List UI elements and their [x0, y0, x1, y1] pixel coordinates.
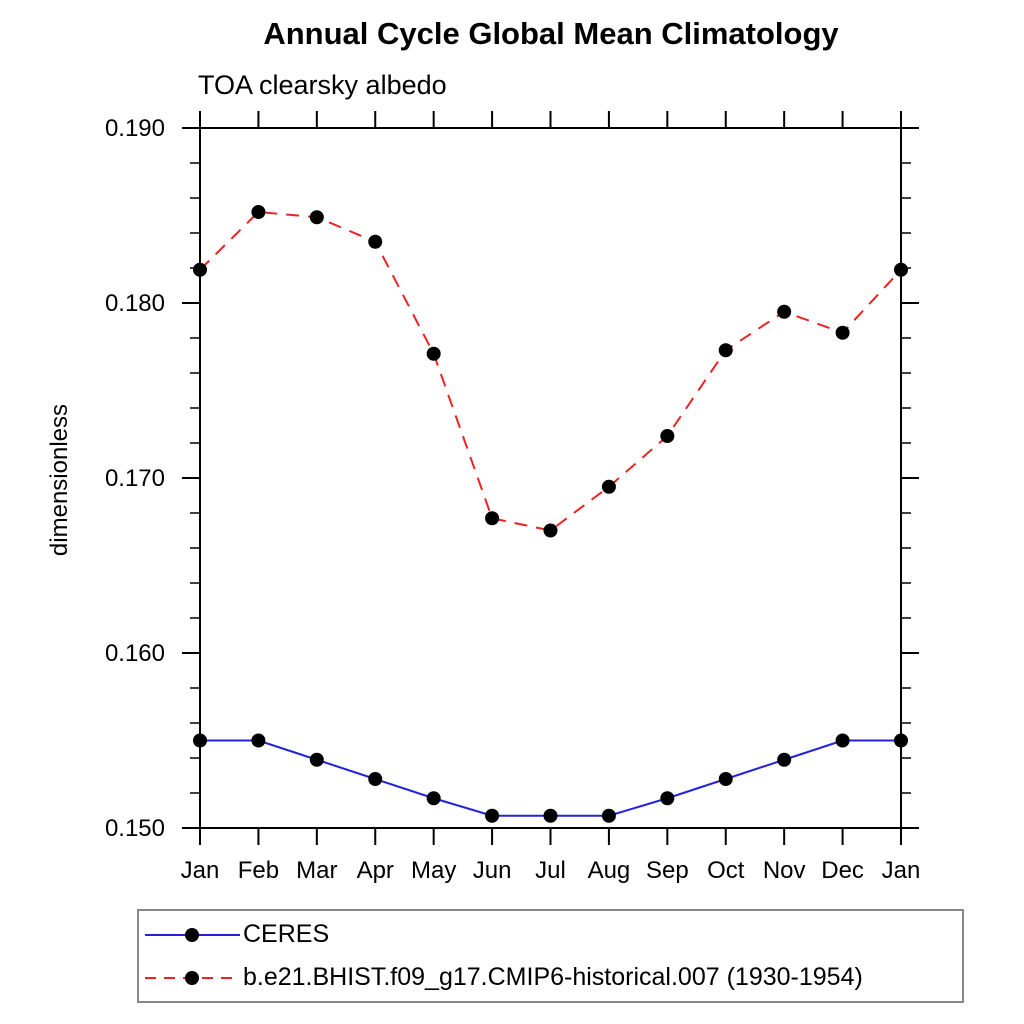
svg-text:Dec: Dec [821, 857, 864, 884]
legend-label-model: b.e21.BHIST.f09_g17.CMIP6-historical.007… [243, 963, 863, 991]
svg-text:Jul: Jul [535, 857, 566, 884]
svg-text:0.150: 0.150 [105, 815, 165, 842]
svg-text:Oct: Oct [707, 857, 745, 884]
legend-line-sample-solid [145, 927, 240, 942]
legend-label-ceres: CERES [243, 920, 330, 948]
svg-text:Apr: Apr [357, 857, 394, 884]
svg-text:Feb: Feb [238, 857, 279, 884]
svg-text:0.190: 0.190 [105, 115, 165, 142]
svg-text:May: May [411, 857, 456, 884]
legend-item-ceres: CERES [139, 916, 962, 954]
svg-text:Jan: Jan [882, 857, 921, 884]
chart-title: Annual Cycle Global Mean Climatology [263, 16, 839, 51]
svg-text:Aug: Aug [588, 857, 631, 884]
svg-text:0.180: 0.180 [105, 290, 165, 317]
svg-text:Jun: Jun [473, 857, 512, 884]
svg-text:Mar: Mar [296, 857, 337, 884]
svg-text:Sep: Sep [646, 857, 689, 884]
svg-text:Jan: Jan [181, 857, 220, 884]
legend-line-sample-dashed [145, 970, 240, 985]
svg-text:Nov: Nov [763, 857, 806, 884]
chart-subtitle: TOA clearsky albedo [198, 70, 447, 100]
legend: CERES b.e21.BHIST.f09_g17.CMIP6-historic… [137, 909, 964, 1003]
svg-text:0.170: 0.170 [105, 465, 165, 492]
legend-item-model: b.e21.BHIST.f09_g17.CMIP6-historical.007… [139, 959, 962, 997]
svg-text:0.160: 0.160 [105, 640, 165, 667]
